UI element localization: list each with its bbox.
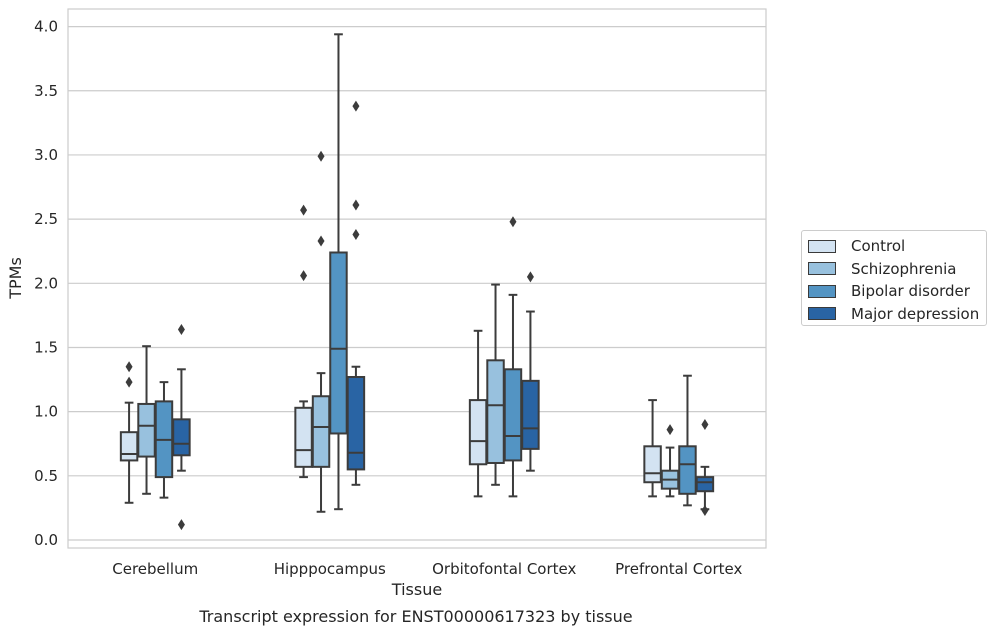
y-tick-label: 3.5 [34,82,58,100]
box-group [660,424,680,498]
box-group [503,216,523,498]
legend-item-schizophrenia: Schizophrenia [808,258,986,281]
box-iqr [294,406,313,468]
x-tick-label: Orbitofontal Cortex [432,560,576,578]
outlier-point [352,229,360,241]
box-group [172,324,191,531]
legend-label: Major depression [851,304,980,323]
y-tick-label: 2.5 [34,210,58,228]
x-tick-label: Cerebellum [112,560,198,578]
x-tick-label: Prefrontal Cortex [615,560,742,578]
outlier-point [526,271,534,283]
outlier-point [177,324,185,336]
legend-item-control: Control [808,235,986,258]
outlier-point [352,199,360,211]
outlier-point [177,519,185,531]
box-iqr [329,251,348,435]
box-iqr [346,375,366,471]
legend-label: Bipolar disorder [851,282,970,301]
y-tick-label: 4.0 [34,18,58,36]
outlier-point [701,504,709,516]
box-iqr [137,402,156,458]
legend-item-major-depression: Major depression [808,303,986,326]
y-tick-labels: 0.0 0.5 1.0 1.5 2.0 2.5 3.0 3.5 4.0 [34,18,58,549]
outlier-point [509,216,517,228]
figure-caption: Transcript expression for ENST0000061732… [199,607,633,626]
box-iqr [468,399,488,466]
outlier-point [666,424,674,436]
box-iqr [503,368,523,462]
outlier-point [125,361,133,373]
y-axis-label: TPMs [6,257,25,300]
box-group [137,345,156,495]
box-group [119,361,139,504]
outlier-point [300,204,308,216]
outlier-point [352,100,360,112]
y-tick-label: 0.5 [34,467,58,485]
legend: Control Schizophrenia Bipolar disorder M… [801,230,987,326]
legend-swatch [808,307,836,321]
legend-swatch [808,262,836,276]
box-iqr [643,445,662,484]
box-iqr [119,431,139,462]
outlier-point [317,150,325,162]
legend-item-bipolar-disorder: Bipolar disorder [808,280,986,303]
outlier-point [300,270,308,282]
plot-frame [67,8,767,549]
box-iqr [521,379,540,450]
box-iqr [678,445,697,495]
box-group [154,381,174,499]
box-iqr [695,476,715,493]
boxes [119,33,715,531]
legend-swatch [808,239,836,253]
box-group [329,33,348,511]
outlier-point [317,235,325,247]
y-tick-label: 1.0 [34,403,58,421]
legend-label: Schizophrenia [851,259,957,278]
y-tick-label: 0.0 [34,531,58,549]
box-group [643,399,662,498]
box-group [486,283,505,486]
box-group [311,150,331,513]
outlier-point [125,376,133,388]
x-tick-labels: Cerebellum Hipppocampus Orbitofontal Corte… [112,560,742,578]
box-group [695,418,715,516]
outlier-point [701,418,709,430]
box-group [294,204,313,479]
grid-lines [68,26,766,541]
box-iqr [486,359,505,464]
x-tick-label: Hipppocampus [274,560,386,578]
y-tick-label: 1.5 [34,338,58,356]
legend-swatch [808,284,836,298]
legend-label: Control [851,237,906,256]
box-iqr [172,418,191,457]
box-iqr [311,395,331,468]
x-axis-label: Tissue [391,580,442,599]
y-tick-label: 3.0 [34,146,58,164]
box-group [678,374,697,507]
y-tick-label: 2.0 [34,274,58,292]
box-group [521,271,540,472]
box-group [468,329,488,498]
box-group [346,100,366,486]
